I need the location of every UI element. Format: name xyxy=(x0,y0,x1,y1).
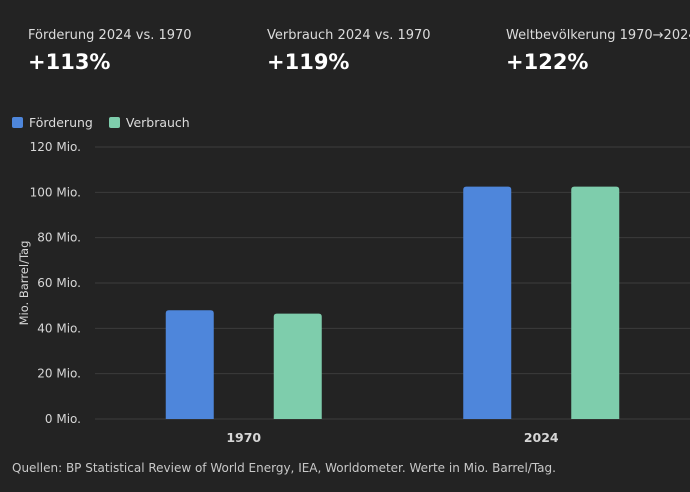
bar-verbrauch-1970 xyxy=(273,313,322,419)
stat-consumption-value: +119% xyxy=(267,50,350,74)
y-tick-label: 120 Mio. xyxy=(30,140,81,154)
bar-chart: 0 Mio. 20 Mio. 40 Mio. 60 Mio. 80 Mio. 100 Mi… xyxy=(17,140,690,445)
y-tick-label: 20 Mio. xyxy=(37,367,81,381)
stat-population-label: Weltbevölkerung 1970→2024 xyxy=(506,28,690,43)
legend-item-consumption[interactable]: Verbrauch xyxy=(108,115,190,130)
stat-production: Förderung 2024 vs. 1970 +113% xyxy=(28,28,192,74)
stat-production-label: Förderung 2024 vs. 1970 xyxy=(28,28,192,43)
chart-legend: Förderung Verbrauch xyxy=(12,115,206,130)
y-tick-label: 40 Mio. xyxy=(37,321,81,335)
y-tick-label: 60 Mio. xyxy=(37,276,81,290)
legend-swatch-consumption xyxy=(108,117,120,128)
stat-consumption: Verbrauch 2024 vs. 1970 +119% xyxy=(267,28,431,74)
stat-production-value: +113% xyxy=(28,50,111,74)
legend-swatch-production xyxy=(12,117,23,128)
y-tick-label: 100 Mio. xyxy=(30,185,81,199)
legend-label-consumption: Verbrauch xyxy=(125,115,190,130)
stat-population: Weltbevölkerung 1970→2024 +122% xyxy=(506,28,690,74)
stat-population-value: +122% xyxy=(506,50,589,74)
x-tick-label: 1970 xyxy=(226,430,261,445)
bar-förderung-2024 xyxy=(463,186,512,419)
stat-consumption-label: Verbrauch 2024 vs. 1970 xyxy=(267,28,431,43)
y-axis-label: Mio. Barrel/Tag xyxy=(17,241,31,326)
y-tick-label: 80 Mio. xyxy=(37,231,81,245)
y-tick-label: 0 Mio. xyxy=(45,412,81,426)
legend-label-production: Förderung xyxy=(29,115,93,130)
bar-förderung-1970 xyxy=(165,310,214,419)
x-tick-label: 2024 xyxy=(524,430,559,445)
legend-item-production[interactable]: Förderung xyxy=(12,115,93,130)
source-note: Quellen: BP Statistical Review of World … xyxy=(12,461,556,475)
bar-verbrauch-2024 xyxy=(571,186,620,419)
